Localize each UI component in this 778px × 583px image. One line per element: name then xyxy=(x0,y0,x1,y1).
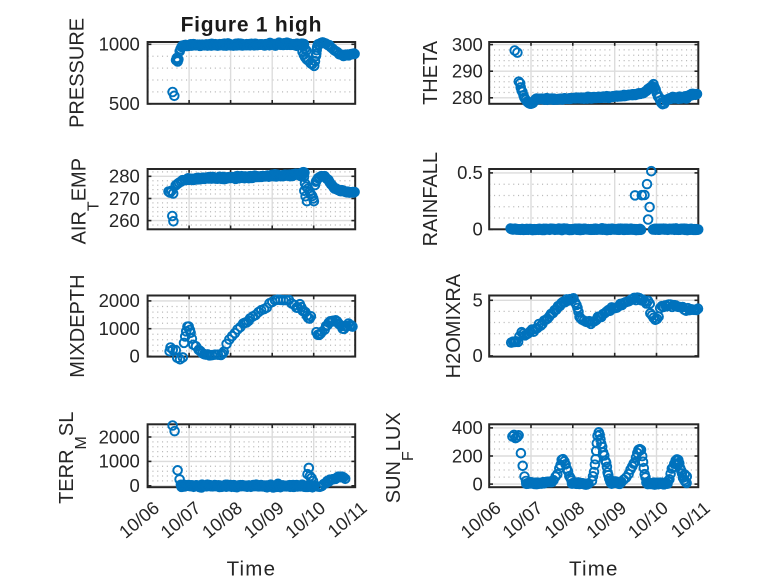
svg-text:280: 280 xyxy=(109,166,140,187)
svg-text:Figure 1 high: Figure 1 high xyxy=(181,14,323,37)
svg-text:400: 400 xyxy=(452,417,483,438)
svg-text:0: 0 xyxy=(130,346,140,367)
svg-text:H2OMIXRA: H2OMIXRA xyxy=(443,273,465,378)
svg-text:0.5: 0.5 xyxy=(457,162,483,183)
svg-text:MIXDEPTH: MIXDEPTH xyxy=(67,274,89,377)
svg-text:290: 290 xyxy=(452,61,483,82)
svg-text:0: 0 xyxy=(473,473,483,494)
svg-text:RAINFALL: RAINFALL xyxy=(420,152,442,246)
svg-text:300: 300 xyxy=(452,34,483,55)
svg-text:260: 260 xyxy=(109,210,140,231)
svg-text:1000: 1000 xyxy=(99,451,140,472)
svg-text:5: 5 xyxy=(473,290,483,311)
svg-text:1000: 1000 xyxy=(99,318,140,339)
svg-text:270: 270 xyxy=(109,188,140,209)
svg-text:Time: Time xyxy=(569,558,619,581)
svg-text:PRESSURE: PRESSURE xyxy=(66,18,88,128)
svg-text:0: 0 xyxy=(130,475,140,496)
svg-text:200: 200 xyxy=(452,445,483,466)
svg-text:0: 0 xyxy=(473,345,483,366)
svg-text:280: 280 xyxy=(452,87,483,108)
svg-text:0: 0 xyxy=(473,219,483,240)
svg-text:Time: Time xyxy=(227,558,277,581)
svg-text:THETA: THETA xyxy=(420,40,442,105)
svg-text:500: 500 xyxy=(109,93,140,114)
svg-text:2000: 2000 xyxy=(99,290,140,311)
svg-text:2000: 2000 xyxy=(99,426,140,447)
svg-text:1000: 1000 xyxy=(99,34,140,55)
